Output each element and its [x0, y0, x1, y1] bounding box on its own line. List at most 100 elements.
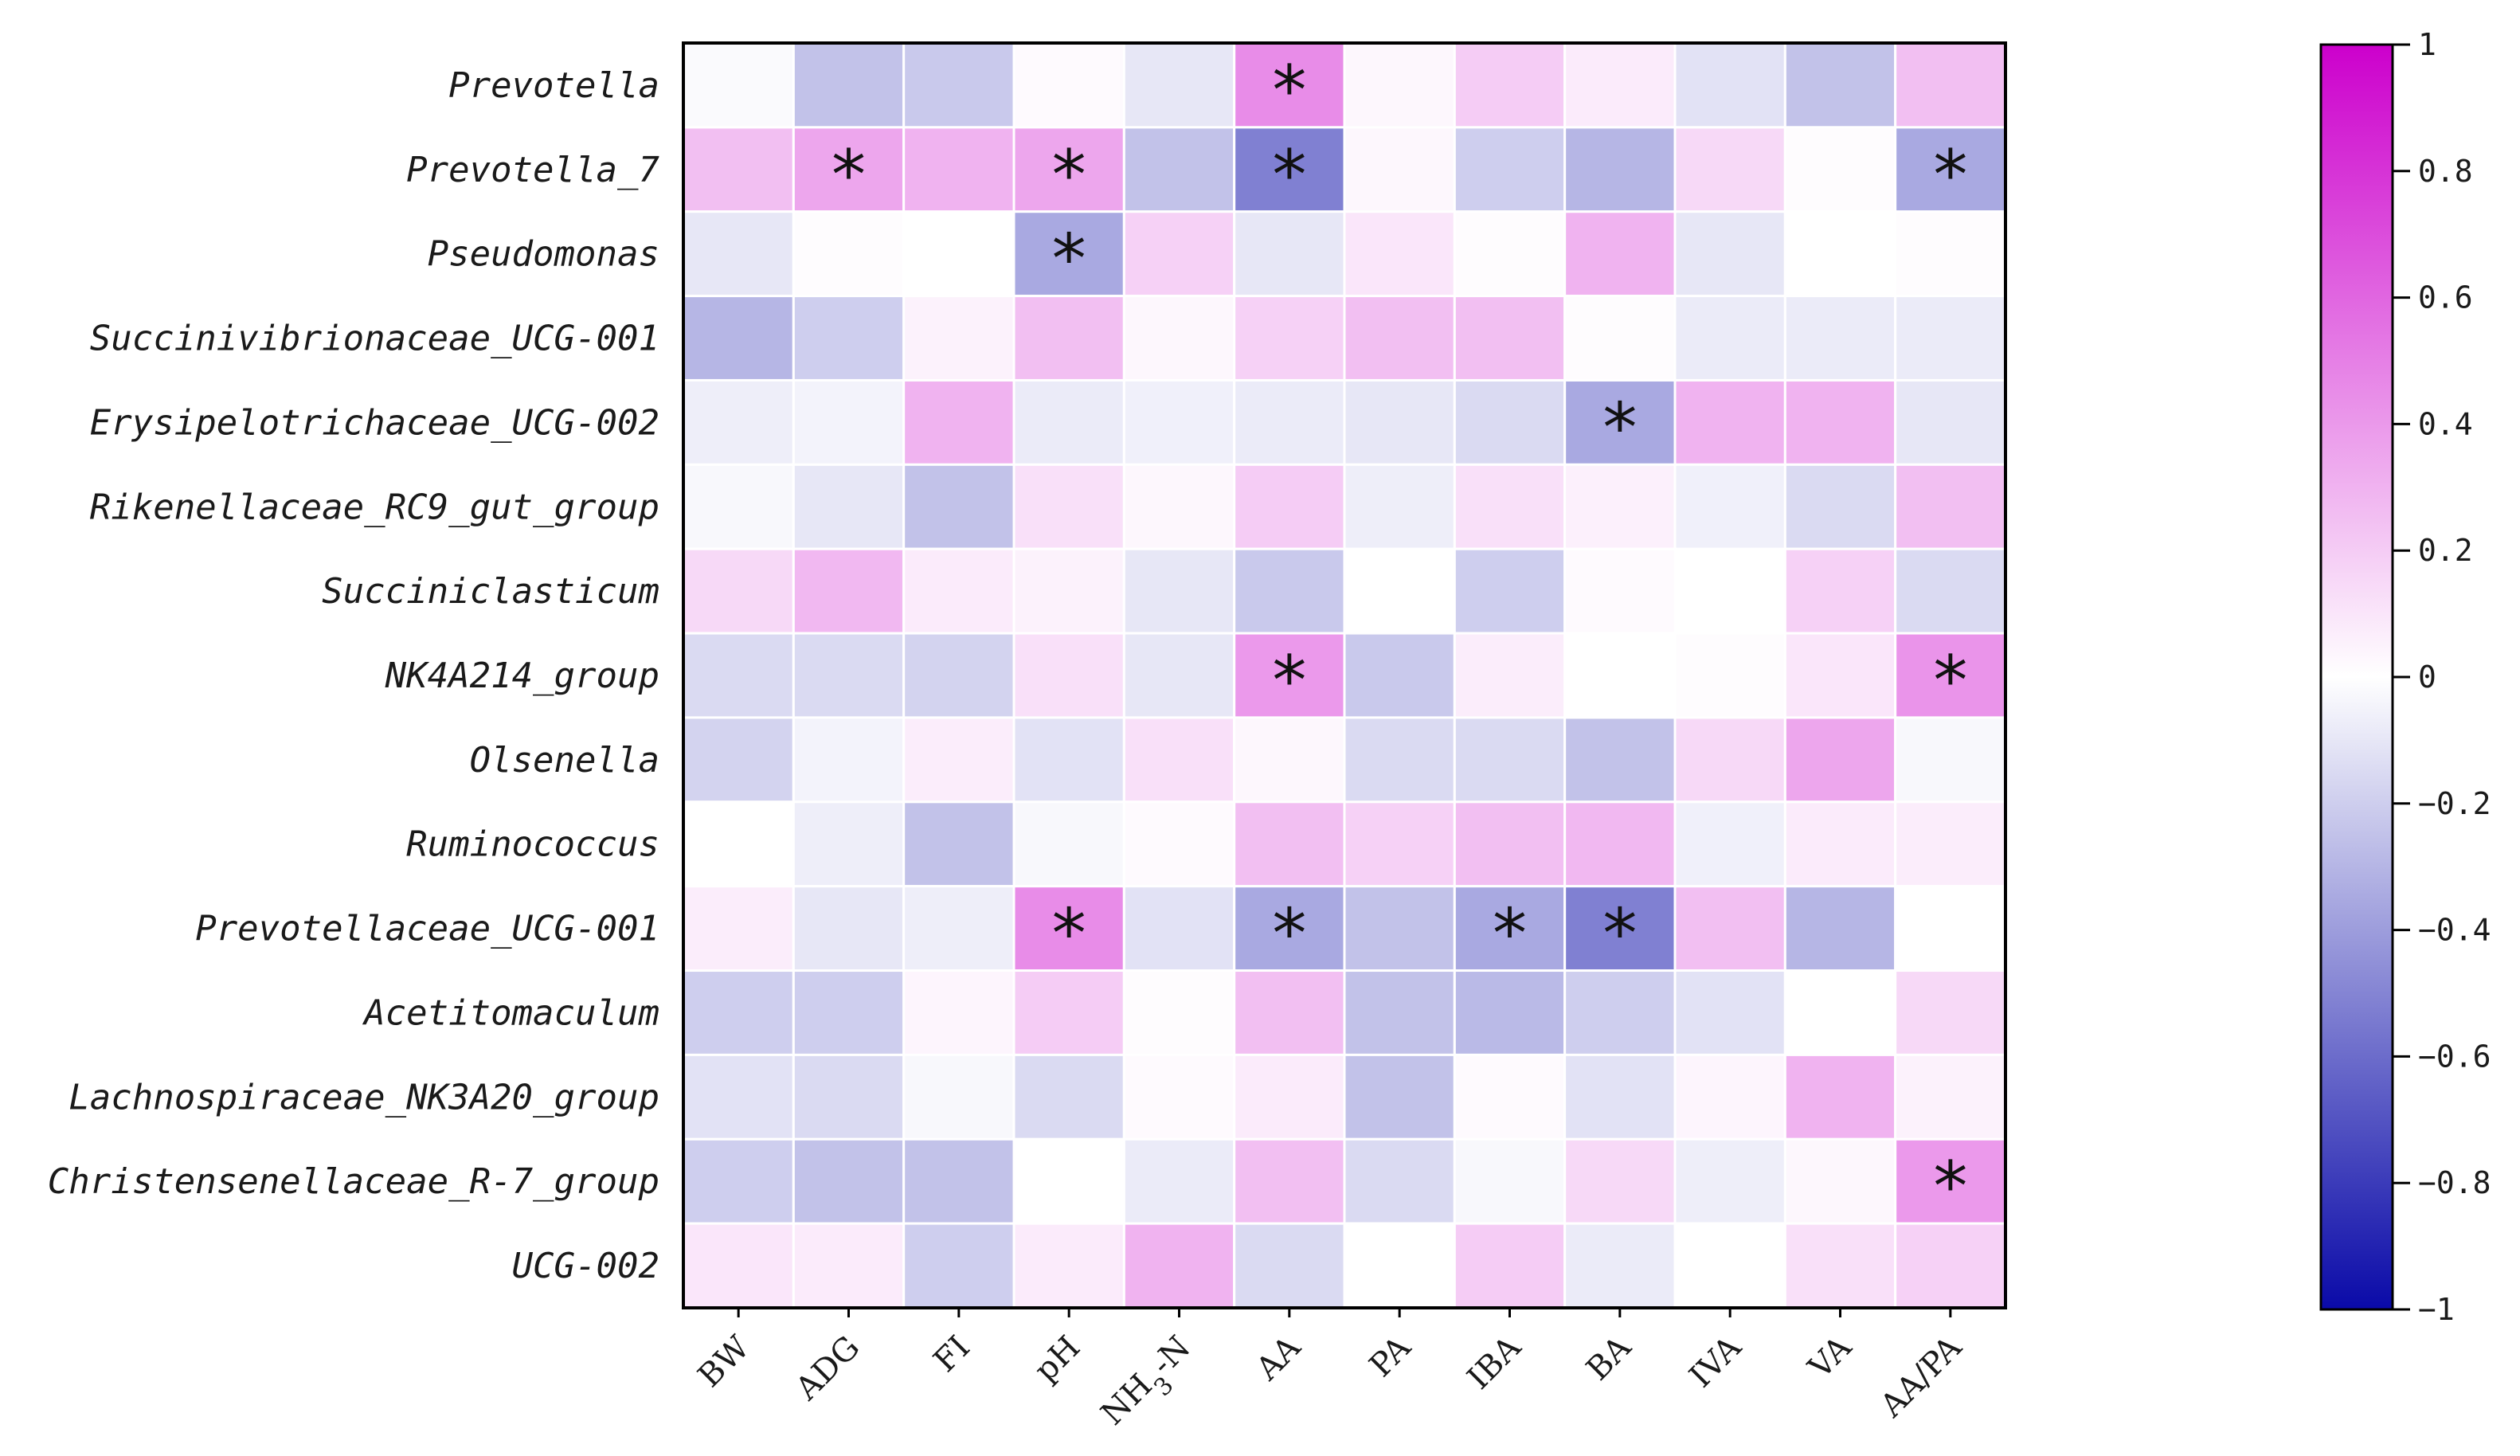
heatmap-cell [1012, 41, 1125, 129]
heatmap-cell [1343, 41, 1456, 129]
column-label: AA [1249, 1329, 1309, 1388]
column-label: IVA [1683, 1329, 1749, 1395]
heatmap-cell [1894, 716, 2007, 804]
heatmap-cell [1233, 295, 1346, 382]
row-label: Prevotella_7 [406, 150, 659, 190]
heatmap-cell [1012, 969, 1125, 1056]
heatmap-cell [1783, 1222, 1897, 1309]
heatmap-cell [792, 41, 906, 129]
heatmap-cell [1563, 547, 1677, 635]
row-label: Christensenellaceae_R-7_group [48, 1161, 659, 1202]
heatmap-cell [1453, 800, 1567, 888]
column-label: VA [1801, 1329, 1859, 1387]
heatmap-cell [1453, 463, 1567, 550]
heatmap-cell [1012, 210, 1125, 298]
heatmap-cell [1563, 1222, 1677, 1309]
heatmap-cell [792, 378, 906, 466]
significance-star: * [1272, 894, 1306, 974]
heatmap-cell [1563, 716, 1677, 804]
heatmap-cell [1673, 1222, 1786, 1309]
colorbar-tick-label: −0.8 [2418, 1165, 2491, 1200]
heatmap-cell [1233, 1053, 1346, 1141]
heatmap-cell [1343, 716, 1456, 804]
heatmap-cell [1783, 547, 1897, 635]
row-label: Erysipelotrichaceae_UCG-002 [90, 402, 659, 443]
heatmap-cell [1233, 969, 1346, 1056]
row-labels: Prevotella Prevotella_7 Pseudomonas Succini… [48, 65, 660, 1286]
heatmap-cell [682, 378, 795, 466]
heatmap-cell [1122, 547, 1236, 635]
heatmap-cell [1563, 1137, 1677, 1225]
heatmap-cell [1122, 885, 1236, 973]
column-label: pH [1027, 1329, 1087, 1389]
heatmap-cell [1233, 378, 1346, 466]
heatmap-cell [1894, 378, 2007, 466]
heatmap-cell [1563, 632, 1677, 719]
heatmap-cell [1894, 969, 2007, 1056]
heatmap-cell [1122, 800, 1236, 888]
heatmap-cell [1012, 295, 1125, 382]
heatmap-cell [1343, 295, 1456, 382]
heatmap-cell [1783, 210, 1897, 298]
heatmap-cell [1122, 1137, 1236, 1225]
significance-star: * [1272, 135, 1306, 215]
heatmap-cell [682, 210, 795, 298]
heatmap-cell [1783, 969, 1897, 1056]
heatmap-cell [1894, 1053, 2007, 1141]
heatmap-cell [682, 716, 795, 804]
heatmap-cell [1233, 1222, 1346, 1309]
heatmap-cell [682, 41, 795, 129]
heatmap-cell [1673, 378, 1786, 466]
column-label: NH3-N [1094, 1329, 1207, 1442]
heatmap-cell [1453, 547, 1567, 635]
heatmap-cell [1012, 1222, 1125, 1309]
significance-star: * [1493, 894, 1527, 974]
heatmap-cell [792, 800, 906, 888]
heatmap-cell [1233, 632, 1346, 719]
heatmap-cell [1563, 463, 1677, 550]
heatmap-cells [682, 41, 2007, 1317]
heatmap-cell [1343, 885, 1456, 973]
heatmap-cell [1122, 41, 1236, 129]
heatmap-cell [1343, 632, 1456, 719]
heatmap-cell [1673, 1053, 1786, 1141]
heatmap-cell [1563, 800, 1677, 888]
heatmap-cell [1563, 969, 1677, 1056]
heatmap-cell [1673, 800, 1786, 888]
significance-star: * [1272, 641, 1306, 721]
row-label: UCG-002 [512, 1246, 659, 1286]
heatmap-cell [1233, 41, 1346, 129]
significance-star: * [1052, 894, 1086, 974]
heatmap-cell [1673, 1137, 1786, 1225]
heatmap-cell [902, 295, 1015, 382]
significance-star: * [1272, 51, 1306, 131]
heatmap-cell [1453, 1222, 1567, 1309]
heatmap-cell [1233, 210, 1346, 298]
heatmap-cell [1673, 126, 1786, 213]
heatmap-cell [902, 210, 1015, 298]
heatmap-cell [682, 463, 795, 550]
heatmap-cell [902, 463, 1015, 550]
heatmap-cell [792, 547, 906, 635]
heatmap-cell [902, 378, 1015, 466]
heatmap-cell [902, 1053, 1015, 1141]
heatmap-cell [1233, 716, 1346, 804]
heatmap-cell [1783, 716, 1897, 804]
colorbar-tick-label: 0.2 [2418, 533, 2473, 568]
heatmap-cell [1012, 378, 1125, 466]
column-label: AA/PA [1872, 1329, 1969, 1425]
heatmap-cell [902, 1137, 1015, 1225]
heatmap-cell [682, 547, 795, 635]
heatmap-cell [1453, 41, 1567, 129]
row-label: Succinivibrionaceae_UCG-001 [90, 319, 659, 359]
heatmap-cell [1783, 885, 1897, 973]
significance-star: * [1933, 1147, 1967, 1227]
heatmap-cell [792, 885, 906, 973]
heatmap-cell [1343, 1053, 1456, 1141]
heatmap-cell [682, 1137, 795, 1225]
heatmap-cell [1453, 1053, 1567, 1141]
heatmap-cell [792, 1222, 906, 1309]
heatmap-cell [902, 885, 1015, 973]
heatmap-cell [1783, 800, 1897, 888]
